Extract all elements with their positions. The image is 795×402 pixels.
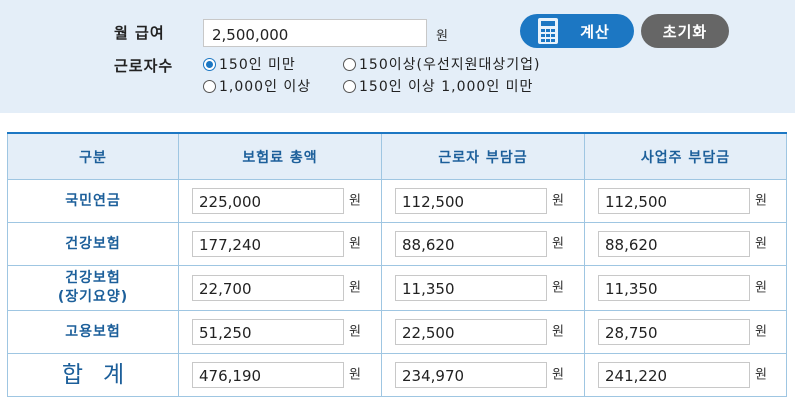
workers-label: 근로자수 xyxy=(114,57,174,75)
salary-label: 월 급여 xyxy=(114,24,165,42)
row-label: 국민연금 xyxy=(7,179,179,223)
total-field[interactable]: 22,700 xyxy=(192,275,344,301)
unit: 원 xyxy=(755,193,767,209)
unit: 원 xyxy=(755,324,767,340)
total-field[interactable]: 225,000 xyxy=(192,188,344,214)
employer-field[interactable]: 241,220 xyxy=(598,362,750,388)
unit: 원 xyxy=(349,367,361,383)
radio-1000-plus[interactable]: 1,000인 이상 xyxy=(203,76,311,96)
radio-150-to-1000[interactable]: 150인 이상 1,000인 미만 xyxy=(343,76,533,96)
employer-field[interactable]: 11,350 xyxy=(598,275,750,301)
radio-label: 1,000인 이상 xyxy=(219,79,312,95)
total-field[interactable]: 177,240 xyxy=(192,231,344,257)
header-employer: 사업주 부담금 xyxy=(584,132,787,180)
row-label: 고용보험 xyxy=(7,310,179,354)
employer-field[interactable]: 112,500 xyxy=(598,188,750,214)
total-field[interactable]: 476,190 xyxy=(192,362,344,388)
input-panel: 월 급여 2,500,000 원 계산 초기화 근로자수 150인 미만 150… xyxy=(0,0,795,113)
insurance-table: 구분 보험료 총액 근로자 부담금 사업주 부담금 국민연금 225,000 원 … xyxy=(7,132,787,397)
row-label-line1: 건강보험 xyxy=(65,270,121,286)
table-total-row: 합계 476,190 원 234,970 원 241,220 원 xyxy=(7,353,787,397)
radio-under-150[interactable]: 150인 미만 xyxy=(203,54,296,74)
radio-150-priority[interactable]: 150이상(우선지원대상기업) xyxy=(343,54,540,74)
radio-label: 150이상(우선지원대상기업) xyxy=(359,57,541,73)
radio-button[interactable] xyxy=(343,57,356,71)
row-label-line2: (장기요양) xyxy=(57,289,129,305)
table-row: 건강보험 (장기요양) 22,700 원 11,350 원 11,350 원 xyxy=(7,265,787,311)
radio-button[interactable] xyxy=(343,79,356,93)
row-label: 건강보험 xyxy=(7,222,179,266)
header-employee: 근로자 부담금 xyxy=(381,132,585,180)
calculator-icon xyxy=(538,18,558,44)
unit: 원 xyxy=(552,280,564,296)
unit: 원 xyxy=(552,193,564,209)
employer-field[interactable]: 88,620 xyxy=(598,231,750,257)
calculate-button-label: 계산 xyxy=(580,22,610,41)
employee-field[interactable]: 112,500 xyxy=(395,188,547,214)
employer-field[interactable]: 28,750 xyxy=(598,319,750,345)
table-header-row: 구분 보험료 총액 근로자 부담금 사업주 부담금 xyxy=(7,132,787,180)
table-row: 고용보험 51,250 원 22,500 원 28,750 원 xyxy=(7,310,787,354)
table-row: 국민연금 225,000 원 112,500 원 112,500 원 xyxy=(7,179,787,223)
employee-field[interactable]: 88,620 xyxy=(395,231,547,257)
radio-label: 150인 이상 1,000인 미만 xyxy=(359,79,534,95)
header-total: 보험료 총액 xyxy=(178,132,382,180)
unit: 원 xyxy=(552,236,564,252)
unit: 원 xyxy=(552,367,564,383)
total-field[interactable]: 51,250 xyxy=(192,319,344,345)
employee-field[interactable]: 22,500 xyxy=(395,319,547,345)
salary-unit: 원 xyxy=(436,29,448,44)
unit: 원 xyxy=(755,280,767,296)
unit: 원 xyxy=(349,193,361,209)
unit: 원 xyxy=(349,324,361,340)
employee-field[interactable]: 234,970 xyxy=(395,362,547,388)
unit: 원 xyxy=(349,280,361,296)
salary-input[interactable]: 2,500,000 xyxy=(203,19,427,47)
radio-label: 150인 미만 xyxy=(219,57,296,73)
reset-button[interactable]: 초기화 xyxy=(641,14,729,48)
unit: 원 xyxy=(755,236,767,252)
radio-button[interactable] xyxy=(203,57,216,71)
header-category: 구분 xyxy=(7,132,179,180)
table-row: 건강보험 177,240 원 88,620 원 88,620 원 xyxy=(7,222,787,266)
row-label: 건강보험 (장기요양) xyxy=(7,265,179,311)
total-label: 합계 xyxy=(7,353,179,397)
employee-field[interactable]: 11,350 xyxy=(395,275,547,301)
unit: 원 xyxy=(755,367,767,383)
calculate-button[interactable]: 계산 xyxy=(520,14,634,48)
unit: 원 xyxy=(349,236,361,252)
radio-button[interactable] xyxy=(203,79,216,93)
unit: 원 xyxy=(552,324,564,340)
